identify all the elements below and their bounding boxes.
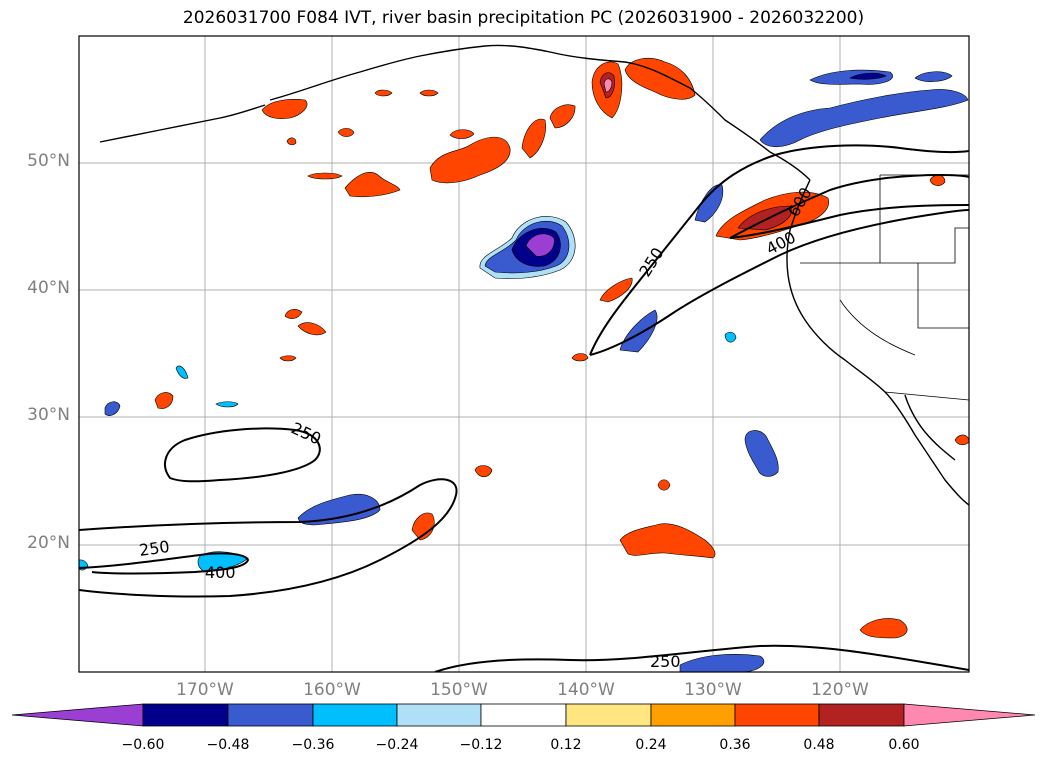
colorbar-tick-label: 0.24 (635, 737, 667, 753)
contour-label: 400 (205, 563, 236, 582)
lon-label: 150°W (430, 680, 488, 700)
colorbar-segment (312, 703, 398, 727)
negative-pc-region-bc (759, 89, 969, 148)
alaska-coast (269, 44, 811, 181)
ivt-contour-250-south (79, 478, 458, 598)
aleutians (99, 104, 266, 143)
contour-label: 250 (635, 244, 667, 280)
lon-label: 130°W (684, 680, 742, 700)
lat-label: 50°N (27, 151, 70, 171)
north-america-west-coast (786, 179, 969, 506)
ivt-contour-250-bottom (434, 644, 969, 672)
contour-label: 250 (650, 652, 681, 671)
ivt-contours (79, 144, 969, 672)
colorbar-tick-label: −0.36 (291, 737, 335, 753)
colorbar-tick-label: −0.12 (459, 737, 503, 753)
lon-label: 170°W (176, 680, 234, 700)
lat-label: 20°N (27, 533, 70, 553)
colorbar-segment (142, 703, 229, 727)
colorbar-segment (650, 703, 736, 727)
baja-peninsula (904, 394, 956, 461)
political-boundaries (800, 174, 969, 401)
colorbar-segment (227, 703, 314, 727)
colorbar-segment (480, 703, 567, 727)
colorbar (11, 703, 1036, 727)
colorbar-tick-label: 0.36 (719, 737, 751, 753)
ivt-contour-250-north (589, 144, 969, 356)
colorbar-tick-label: −0.48 (206, 737, 250, 753)
map-frame (78, 35, 970, 673)
colorbar-segment (565, 703, 652, 727)
map-area: 250 250 400 250 400 600 250 (79, 36, 969, 672)
ivt-contour-250-central (164, 427, 321, 483)
colorbar-segment (818, 703, 905, 727)
colorbar-tick-label: 0.60 (888, 737, 920, 753)
positive-pc-region-north (429, 136, 511, 184)
pc-contour-fills (79, 57, 969, 672)
colorbar-segment (396, 703, 482, 727)
colorbar-segment (734, 703, 820, 727)
gridlines (79, 36, 969, 672)
contour-label: 250 (138, 537, 171, 560)
colorbar-tick-label: 0.12 (550, 737, 582, 753)
colorbar-tick-label: 0.48 (803, 737, 835, 753)
negative-pc-region-subtropics (297, 493, 381, 526)
lon-label: 140°W (557, 680, 615, 700)
colorbar-tick-label: −0.60 (121, 737, 165, 753)
lat-label: 40°N (27, 278, 70, 298)
colorbar-extend-low (11, 703, 144, 727)
lon-label: 120°W (811, 680, 869, 700)
ivt-contour-400-south (79, 552, 250, 575)
figure-title: 2026031700 F084 IVT, river basin precipi… (182, 8, 865, 28)
coastlines (99, 44, 969, 506)
colorbar-tick-label: −0.24 (375, 737, 419, 753)
contour-labels: 250 250 400 250 400 600 250 (138, 184, 816, 671)
lat-label: 30°N (27, 405, 70, 425)
colorbar-extend-high (903, 703, 1036, 727)
lon-label: 160°W (303, 680, 361, 700)
